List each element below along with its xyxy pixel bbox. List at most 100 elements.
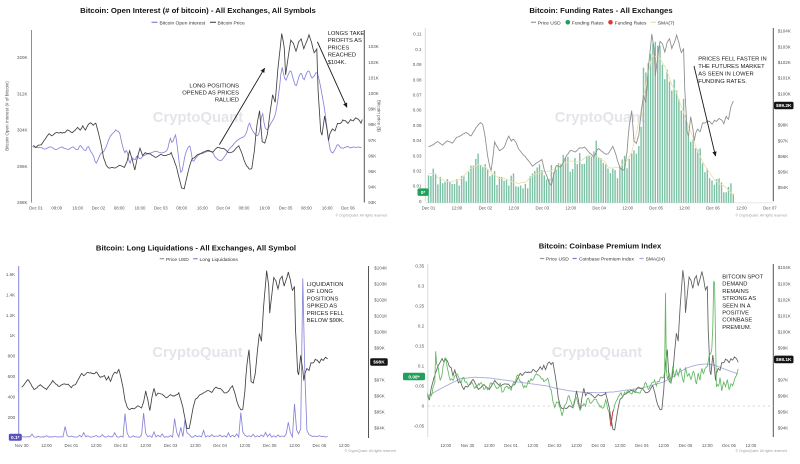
svg-text:Nov 30: Nov 30 — [15, 443, 29, 448]
svg-text:BELOW $90K.: BELOW $90K. — [307, 318, 345, 324]
svg-text:0: 0 — [419, 199, 422, 204]
svg-text:PREMIUM.: PREMIUM. — [722, 325, 751, 331]
svg-text:Dec 03: Dec 03 — [164, 443, 178, 448]
svg-text:$102K: $102K — [778, 297, 791, 302]
svg-text:Dec 03: Dec 03 — [535, 205, 549, 210]
svg-text:Price USD: Price USD — [546, 257, 569, 263]
svg-text:$98K: $98K — [373, 360, 385, 366]
svg-text:Dec 05: Dec 05 — [279, 205, 293, 210]
svg-text:0.08*: 0.08* — [408, 374, 419, 380]
svg-text:96K: 96K — [368, 153, 376, 158]
svg-text:12:00: 12:00 — [679, 205, 690, 210]
svg-text:$100K: $100K — [778, 91, 791, 96]
svg-text:AS SEEN IN LOWER: AS SEEN IN LOWER — [698, 71, 753, 77]
svg-text:304K: 304K — [17, 128, 28, 133]
svg-text:Dec 04: Dec 04 — [635, 443, 649, 448]
svg-text:103K: 103K — [368, 44, 379, 49]
svg-text:© CryptoQuant. All rights rese: © CryptoQuant. All rights reserved — [736, 449, 788, 453]
svg-text:Funding Rates: Funding Rates — [572, 20, 604, 26]
svg-text:LONG POSITIONS: LONG POSITIONS — [189, 83, 239, 89]
svg-text:POSITIVE: POSITIVE — [722, 311, 749, 317]
svg-text:$99.2K: $99.2K — [776, 103, 792, 109]
svg-text:SMA(7): SMA(7) — [658, 20, 675, 26]
svg-text:Bitcoin: Funding Rates - All E: Bitcoin: Funding Rates - All Exchanges — [529, 6, 672, 15]
svg-text:16:00: 16:00 — [259, 205, 270, 210]
svg-text:$94K: $94K — [778, 426, 789, 431]
svg-text:0.01: 0.01 — [413, 184, 422, 189]
svg-text:Dec 02: Dec 02 — [479, 205, 493, 210]
svg-text:12:00: 12:00 — [622, 205, 633, 210]
svg-text:Dec 06: Dec 06 — [312, 443, 326, 448]
svg-text:LONGS TAKE: LONGS TAKE — [328, 31, 365, 37]
svg-text:$97K: $97K — [374, 378, 385, 383]
svg-text:THE FUTURES MARKET: THE FUTURES MARKET — [698, 64, 765, 70]
svg-text:0: 0 — [422, 404, 425, 409]
svg-text:© CryptoQuant. All rights rese: © CryptoQuant. All rights reserved — [336, 214, 388, 218]
svg-text:0.08: 0.08 — [413, 77, 422, 82]
svg-text:Dec 04: Dec 04 — [592, 205, 606, 210]
svg-text:0.1*: 0.1* — [11, 435, 20, 441]
svg-text:0.1: 0.1 — [418, 364, 425, 369]
svg-text:SMA(24): SMA(24) — [646, 257, 666, 263]
svg-text:STRONG AS: STRONG AS — [722, 296, 756, 302]
svg-text:12:00: 12:00 — [746, 443, 757, 448]
svg-text:312K: 312K — [17, 91, 28, 96]
svg-text:$103K: $103K — [374, 282, 387, 287]
svg-text:600: 600 — [8, 374, 16, 379]
svg-text:0.15: 0.15 — [415, 344, 424, 349]
svg-text:Dec 05: Dec 05 — [263, 443, 277, 448]
svg-text:Dec 03: Dec 03 — [591, 443, 605, 448]
svg-text:1.6K: 1.6K — [6, 272, 15, 277]
svg-text:0.02: 0.02 — [413, 169, 422, 174]
svg-text:$101K: $101K — [374, 314, 387, 319]
svg-text:Dec 02: Dec 02 — [114, 443, 128, 448]
svg-text:$95K: $95K — [778, 170, 789, 175]
svg-text:0.03: 0.03 — [413, 153, 422, 158]
svg-text:1.2K: 1.2K — [6, 313, 15, 318]
svg-text:BITCOIN SPOT: BITCOIN SPOT — [722, 275, 763, 281]
svg-text:Dec 01: Dec 01 — [29, 205, 43, 210]
svg-text:0.11: 0.11 — [413, 32, 422, 37]
svg-text:Dec 01: Dec 01 — [64, 443, 78, 448]
svg-text:16:00: 16:00 — [135, 205, 146, 210]
svg-text:100K: 100K — [368, 91, 379, 96]
svg-text:0.09: 0.09 — [413, 62, 422, 67]
svg-text:Dec 07: Dec 07 — [763, 205, 777, 210]
svg-text:101K: 101K — [368, 75, 379, 80]
svg-text:Bitcoin: Coinbase Premium Inde: Bitcoin: Coinbase Premium Index — [539, 242, 662, 251]
svg-text:16:00: 16:00 — [72, 205, 83, 210]
svg-text:$96K: $96K — [778, 394, 789, 399]
svg-text:$104K.: $104K. — [328, 60, 347, 66]
svg-text:08:00: 08:00 — [301, 205, 312, 210]
svg-text:99K: 99K — [368, 107, 376, 112]
svg-text:12:00: 12:00 — [736, 205, 747, 210]
svg-text:12:00: 12:00 — [702, 443, 713, 448]
svg-text:12:00: 12:00 — [528, 443, 539, 448]
svg-text:$96K: $96K — [778, 154, 789, 159]
svg-text:© CryptoQuant. All rights rese: © CryptoQuant. All rights reserved — [736, 214, 788, 218]
svg-text:$95K: $95K — [374, 410, 385, 415]
svg-text:-0.05: -0.05 — [414, 424, 425, 429]
svg-text:08:00: 08:00 — [114, 205, 125, 210]
svg-text:$103K: $103K — [778, 281, 791, 286]
svg-text:$99K: $99K — [374, 346, 385, 351]
svg-text:Dec 05: Dec 05 — [649, 205, 663, 210]
svg-text:12:00: 12:00 — [508, 205, 519, 210]
svg-text:Bitcoin Open Interest: Bitcoin Open Interest — [160, 20, 206, 26]
svg-text:$98.1K: $98.1K — [776, 357, 792, 363]
svg-text:12:00: 12:00 — [565, 205, 576, 210]
svg-text:Bitcoin: Long Liquidations - A: Bitcoin: Long Liquidations - All Exchang… — [96, 244, 296, 253]
svg-text:DEMAND: DEMAND — [722, 282, 747, 288]
svg-text:0.07: 0.07 — [413, 93, 422, 98]
svg-text:08:00: 08:00 — [51, 205, 62, 210]
svg-text:SEEN IN A: SEEN IN A — [722, 303, 750, 309]
svg-text:102K: 102K — [368, 60, 379, 65]
svg-text:FUNDING RATES.: FUNDING RATES. — [698, 79, 747, 85]
svg-text:12:00: 12:00 — [452, 205, 463, 210]
svg-text:$102K: $102K — [778, 60, 791, 65]
svg-text:$102K: $102K — [374, 298, 387, 303]
svg-text:12:00: 12:00 — [240, 443, 251, 448]
svg-text:Dec 05: Dec 05 — [679, 443, 693, 448]
svg-text:Dec 06: Dec 06 — [706, 205, 720, 210]
svg-text:REMAINS: REMAINS — [722, 289, 749, 295]
